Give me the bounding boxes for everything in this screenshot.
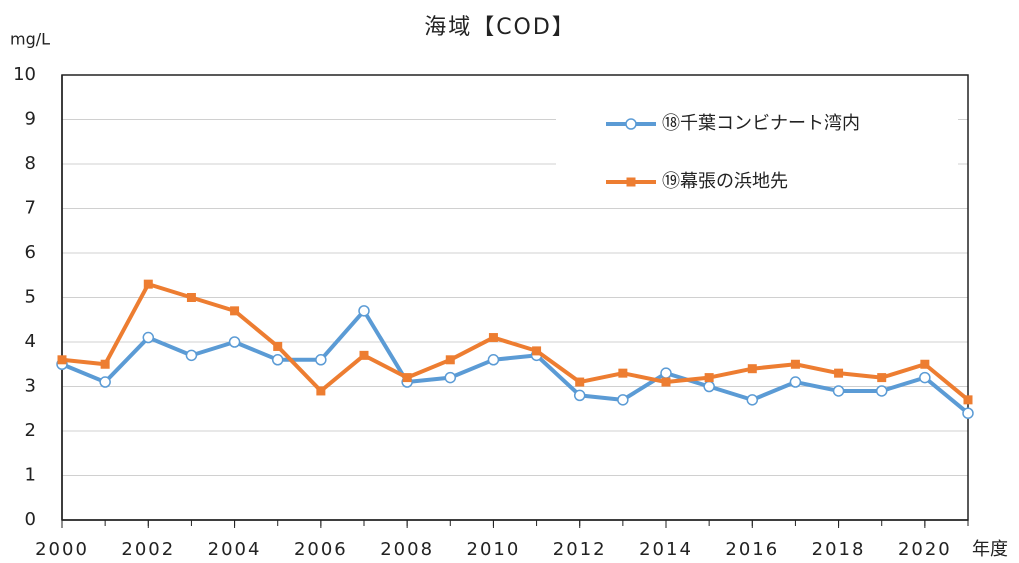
point bbox=[919, 371, 931, 384]
y-tick-label: 1 bbox=[25, 465, 36, 486]
x-tick-label: 2008 bbox=[380, 539, 434, 560]
point bbox=[962, 407, 974, 419]
point bbox=[57, 355, 67, 365]
point bbox=[617, 394, 629, 406]
y-tick-label: 9 bbox=[25, 109, 36, 130]
x-tick-label: 2020 bbox=[898, 539, 952, 560]
point bbox=[100, 359, 110, 369]
point bbox=[920, 359, 930, 369]
point bbox=[661, 377, 671, 387]
point bbox=[575, 377, 585, 387]
point bbox=[963, 395, 973, 405]
point bbox=[271, 354, 284, 366]
x-tick-label: 2010 bbox=[467, 539, 521, 560]
point bbox=[315, 354, 327, 366]
point bbox=[358, 305, 370, 317]
point bbox=[618, 368, 628, 378]
series-line bbox=[61, 308, 970, 415]
y-tick-label: 10 bbox=[13, 64, 36, 85]
point bbox=[747, 364, 757, 374]
point bbox=[703, 380, 715, 393]
x-tick-label: 2018 bbox=[812, 539, 866, 560]
x-tick-label: 2016 bbox=[725, 539, 779, 560]
point bbox=[834, 368, 844, 378]
point bbox=[228, 336, 241, 348]
x-tick-label: 2014 bbox=[639, 539, 693, 560]
y-tick-label: 8 bbox=[25, 153, 36, 174]
point bbox=[877, 373, 887, 383]
legend-label: ⑲幕張の浜地先 bbox=[662, 171, 788, 192]
point bbox=[359, 350, 369, 360]
point bbox=[185, 349, 198, 362]
x-axis-label: 年度 bbox=[972, 539, 1008, 560]
y-axis-label: mg/L bbox=[10, 30, 50, 49]
plot-frame bbox=[61, 74, 969, 521]
point bbox=[488, 333, 498, 343]
point bbox=[704, 373, 714, 383]
point bbox=[316, 386, 326, 396]
x-tick-label: 2006 bbox=[294, 539, 348, 560]
y-tick-label: 7 bbox=[25, 198, 36, 219]
y-tick-label: 2 bbox=[25, 420, 36, 441]
point bbox=[789, 376, 802, 388]
y-tick-label: 5 bbox=[25, 287, 36, 308]
legend-marker bbox=[626, 177, 636, 187]
point bbox=[444, 371, 457, 384]
point bbox=[99, 376, 111, 388]
legend-marker bbox=[625, 118, 637, 130]
x-tick-label: 2012 bbox=[553, 539, 607, 560]
point bbox=[660, 367, 672, 379]
point bbox=[746, 394, 759, 406]
point bbox=[832, 385, 845, 397]
point bbox=[402, 373, 412, 383]
chart-title: 海域【COD】 bbox=[424, 15, 576, 40]
y-tick-label: 3 bbox=[25, 376, 36, 397]
x-tick-label: 2002 bbox=[121, 539, 175, 560]
x-tick-label: 2004 bbox=[208, 539, 262, 560]
point bbox=[230, 306, 240, 316]
point bbox=[143, 279, 153, 289]
x-tick-label: 2000 bbox=[35, 539, 89, 560]
point bbox=[186, 293, 196, 302]
y-tick-label: 6 bbox=[25, 242, 36, 263]
point bbox=[142, 331, 155, 344]
point bbox=[445, 355, 455, 365]
point bbox=[487, 354, 500, 366]
y-tick-label: 0 bbox=[25, 509, 36, 530]
point bbox=[790, 359, 800, 369]
point bbox=[273, 341, 283, 351]
point bbox=[875, 385, 888, 397]
legend-label: ⑱千葉コンビナート湾内 bbox=[662, 113, 860, 134]
series-line bbox=[61, 282, 970, 402]
y-tick-label: 4 bbox=[25, 331, 36, 352]
point bbox=[532, 346, 542, 356]
point bbox=[573, 389, 586, 402]
